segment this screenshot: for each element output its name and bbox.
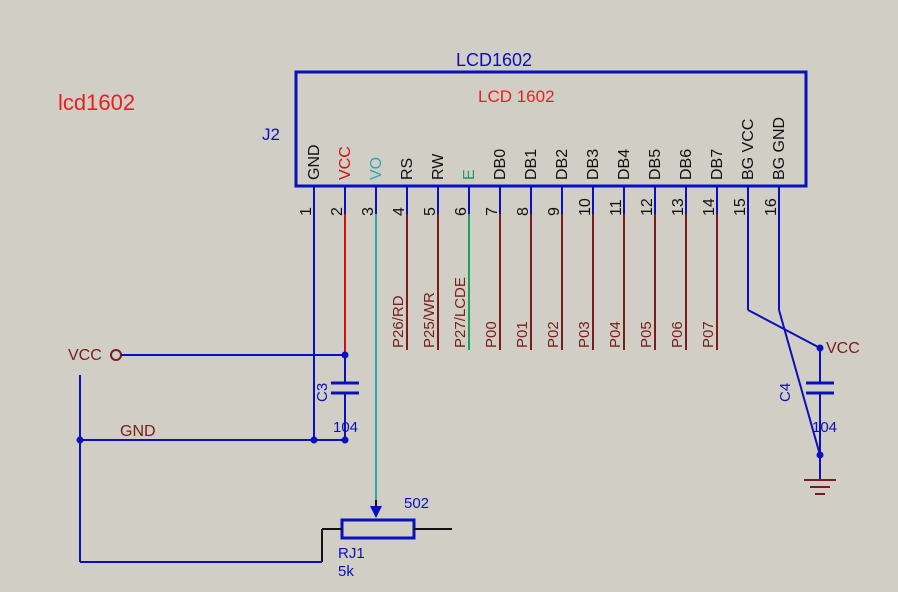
pin-name-2: VCC <box>337 146 354 180</box>
pin-num-8: 8 <box>515 207 532 216</box>
pot-label-502: 502 <box>404 495 429 512</box>
net-label-11: P04 <box>607 321 624 348</box>
pin-num-2: 2 <box>329 207 346 216</box>
chip-label-top: LCD1602 <box>456 50 532 70</box>
pin-num-1: 1 <box>298 207 315 216</box>
pin-name-14: DB7 <box>709 149 726 180</box>
pin-num-13: 13 <box>670 198 687 216</box>
vcc-port-left <box>111 350 121 360</box>
c4-ref: C4 <box>777 383 794 402</box>
pot-body <box>342 520 414 538</box>
pin-name-10: DB3 <box>585 149 602 180</box>
net-label-4: P26/RD <box>390 295 407 348</box>
pin-name-13: DB6 <box>678 149 695 180</box>
chip-ref: J2 <box>262 125 280 144</box>
pin-name-16: BG GND <box>771 117 788 180</box>
pin-name-15: BG VCC <box>740 119 757 180</box>
pin-name-11: DB4 <box>616 149 633 180</box>
net-label-7: P00 <box>483 321 500 348</box>
net-label-10: P03 <box>576 321 593 348</box>
schematic-canvas: lcd1602 LCD1602 LCD 1602 J2 GND 1 VCC 2 VO 3 RS 4 P2… <box>0 0 898 592</box>
pot-value: 5k <box>338 563 354 580</box>
pin-name-9: DB2 <box>554 149 571 180</box>
net-label-8: P01 <box>514 321 531 348</box>
net-label-9: P02 <box>545 321 562 348</box>
vcc-label-left: VCC <box>68 347 102 364</box>
pin-num-12: 12 <box>639 198 656 216</box>
pin-name-4: RS <box>399 158 416 180</box>
c4-value: 104 <box>812 419 837 436</box>
pin-name-3: VO <box>368 157 385 180</box>
pot-wiper-arrow <box>370 506 382 518</box>
pin-name-7: DB0 <box>492 149 509 180</box>
chip-label-inner: LCD 1602 <box>478 87 555 106</box>
pin-num-5: 5 <box>422 207 439 216</box>
pin-num-11: 11 <box>608 199 625 216</box>
pin-name-8: DB1 <box>523 149 540 180</box>
net-label-13: P06 <box>669 321 686 348</box>
pin-num-14: 14 <box>701 198 718 216</box>
pin-num-4: 4 <box>391 207 408 216</box>
c3-value: 104 <box>333 419 358 436</box>
net-label-5: P25/WR <box>421 292 438 348</box>
title-label: lcd1602 <box>58 90 135 115</box>
pin-name-6: E <box>461 169 478 180</box>
pot-ref: RJ1 <box>338 545 365 562</box>
pin-num-7: 7 <box>484 207 501 216</box>
pin-num-10: 10 <box>577 198 594 216</box>
net-label-12: P05 <box>638 321 655 348</box>
net-label-6: P27/LCDE <box>452 277 469 348</box>
pin-name-12: DB5 <box>647 149 664 180</box>
gnd-label-left: GND <box>120 423 156 440</box>
pin-num-9: 9 <box>546 207 563 216</box>
net-label-14: P07 <box>700 321 717 348</box>
pin-num-3: 3 <box>360 207 377 216</box>
vcc-label-right: VCC <box>826 340 860 357</box>
c3-ref: C3 <box>314 383 331 402</box>
pin-name-5: RW <box>430 153 447 180</box>
pin-num-16: 16 <box>763 198 780 216</box>
pin-name-1: GND <box>306 144 323 180</box>
pin-num-15: 15 <box>732 198 749 216</box>
pin-num-6: 6 <box>453 207 470 216</box>
